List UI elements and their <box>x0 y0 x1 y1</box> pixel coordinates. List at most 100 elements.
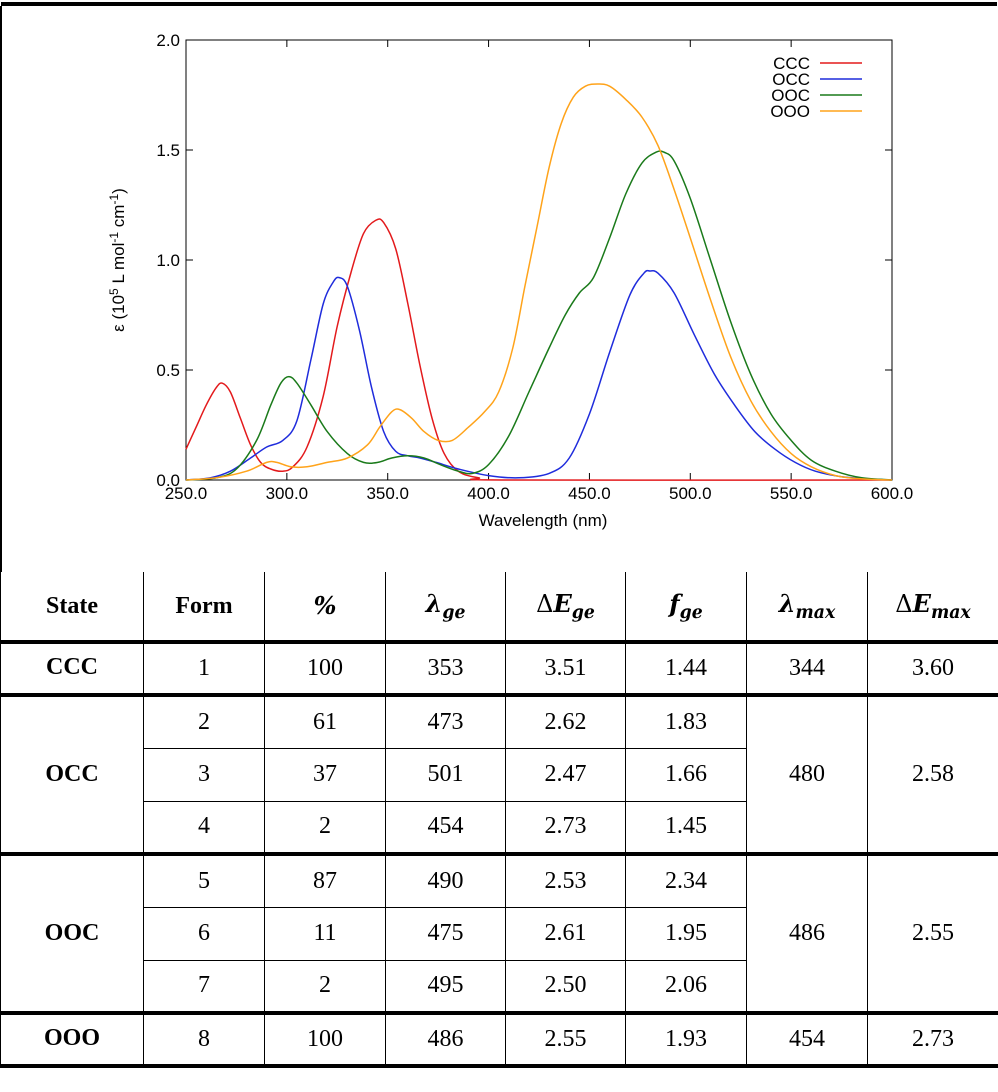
delta-e-ge-cell: 3.51 <box>505 642 626 697</box>
lambda-ge-cell: 490 <box>385 854 506 908</box>
legend-label-occ: OCC <box>772 70 810 89</box>
form-cell: 4 <box>143 801 265 856</box>
f-ge-cell: 1.44 <box>625 642 747 697</box>
ge-subscript: ge <box>679 602 703 623</box>
f-ge-cell: 1.95 <box>625 907 747 961</box>
delta-e-ge-cell: 2.73 <box>505 801 626 856</box>
f-ge-cell: 1.93 <box>625 1013 747 1068</box>
table-row: 7 2 495 2.50 2.06 <box>1 960 998 1015</box>
lambda-max-cell: 480 <box>746 695 868 856</box>
state-cell: OOO <box>0 1013 144 1068</box>
x-tick-label: 300.0 <box>266 484 309 503</box>
lambda-ge-cell: 486 <box>385 1013 506 1068</box>
ge-subscript: ge <box>442 602 466 623</box>
f-ge-cell: 2.06 <box>625 960 747 1015</box>
series-line-ccc <box>185 218 893 481</box>
f-ge-cell: 1.66 <box>625 748 747 802</box>
f-ge-cell: 2.34 <box>625 854 747 908</box>
y-tick-label: 2.0 <box>156 31 180 50</box>
y-tick-label: 0.5 <box>156 361 180 380</box>
lambda-max-cell: 486 <box>746 854 868 1015</box>
percent-cell: 61 <box>264 695 386 749</box>
table-row: OOO 8 100 486 2.55 1.93 454 2.73 <box>0 1013 998 1068</box>
percent-cell: 100 <box>264 1013 386 1068</box>
percent-symbol: % <box>313 591 337 620</box>
e-symbol: E <box>553 589 572 619</box>
y-tick-label: 0.0 <box>156 471 180 490</box>
delta-e-max-cell: 2.73 <box>867 1013 998 1068</box>
lambda-ge-cell: 495 <box>385 960 506 1015</box>
y-axis-label: ε (105 L mol-1 cm-1) <box>107 188 128 332</box>
percent-cell: 2 <box>264 801 386 856</box>
x-tick-label: 250.0 <box>165 484 208 503</box>
form-cell: 5 <box>143 854 265 908</box>
f-ge-cell: 1.83 <box>625 695 747 749</box>
state-cell: OOC <box>0 854 144 1015</box>
max-subscript: max <box>795 602 836 623</box>
delta-e-ge-cell: 2.61 <box>505 907 626 961</box>
max-subscript: max <box>930 602 971 623</box>
lambda-ge-cell: 501 <box>385 748 506 802</box>
delta-e-ge-cell: 2.62 <box>505 695 626 749</box>
left-border <box>0 6 2 572</box>
delta-e-max-cell: 3.60 <box>867 642 998 697</box>
header-lambda-ge: λge <box>385 572 506 644</box>
legend-label-ooo: OOO <box>770 102 810 121</box>
lambda-ge-cell: 473 <box>385 695 506 749</box>
percent-cell: 2 <box>264 960 386 1015</box>
form-cell: 8 <box>143 1013 265 1068</box>
header-delta-e-ge: ΔEge <box>505 572 626 644</box>
absorption-spectrum-chart: 250.0 300.0 350.0 400.0 450.0 500.0 550.0 600.0… <box>0 2 997 572</box>
series-line-occ <box>185 269 893 481</box>
legend-label-ooc: OOC <box>771 86 810 105</box>
percent-cell: 37 <box>264 748 386 802</box>
results-table: State Form % λge ΔEge fge λmax ΔEmax CCC… <box>0 572 998 1068</box>
percent-cell: 100 <box>264 642 386 697</box>
y-tick-label: 1.5 <box>156 141 180 160</box>
x-tick-label: 450.0 <box>568 484 611 503</box>
lambda-ge-cell: 454 <box>385 801 506 856</box>
delta-e-ge-cell: 2.47 <box>505 748 626 802</box>
header-percent: % <box>264 572 386 644</box>
delta-e-max-cell: 2.55 <box>867 854 998 1015</box>
delta-e-ge-cell: 2.50 <box>505 960 626 1015</box>
percent-cell: 87 <box>264 854 386 908</box>
f-symbol: f <box>669 589 680 619</box>
x-tick-label: 600.0 <box>871 484 914 503</box>
delta-e-ge-cell: 2.55 <box>505 1013 626 1068</box>
table-row: OCC 2 61 473 2.62 1.83 480 2.58 <box>0 695 998 856</box>
e-symbol: E <box>912 589 931 619</box>
form-cell: 3 <box>143 748 265 802</box>
state-cell: CCC <box>0 642 144 697</box>
x-tick-label: 500.0 <box>669 484 712 503</box>
x-tick-label: 400.0 <box>467 484 510 503</box>
lambda-symbol: λ <box>425 589 443 619</box>
percent-cell: 11 <box>264 907 386 961</box>
form-cell: 2 <box>143 695 265 749</box>
header-form: Form <box>143 572 265 644</box>
f-ge-cell: 1.45 <box>625 801 747 856</box>
lambda-max-cell: 344 <box>746 642 868 697</box>
lambda-ge-cell: 353 <box>385 642 506 697</box>
axes: 250.0 300.0 350.0 400.0 450.0 500.0 550.0 600.0… <box>107 31 913 530</box>
delta-symbol: Δ <box>895 590 913 619</box>
header-delta-e-max: ΔEmax <box>867 572 998 644</box>
legend-label-ccc: CCC <box>773 54 810 73</box>
form-cell: 1 <box>143 642 265 697</box>
series-line-ooc <box>185 150 893 481</box>
table-row: OOC 5 87 490 2.53 2.34 486 2.55 <box>0 854 998 1015</box>
lambda-ge-cell: 475 <box>385 907 506 961</box>
lambda-max-cell: 454 <box>746 1013 868 1068</box>
ge-subscript: ge <box>571 602 595 623</box>
form-cell: 7 <box>143 960 265 1015</box>
table-row: 3 37 501 2.47 1.66 <box>1 748 998 802</box>
x-axis-label: Wavelength (nm) <box>479 511 608 530</box>
header-f-ge: fge <box>625 572 747 644</box>
y-tick-label: 1.0 <box>156 251 180 270</box>
delta-e-max-cell: 2.58 <box>867 695 998 856</box>
delta-e-ge-cell: 2.53 <box>505 854 626 908</box>
table-header-row: State Form % λge ΔEge fge λmax ΔEmax <box>0 572 998 644</box>
header-state: State <box>0 572 144 644</box>
